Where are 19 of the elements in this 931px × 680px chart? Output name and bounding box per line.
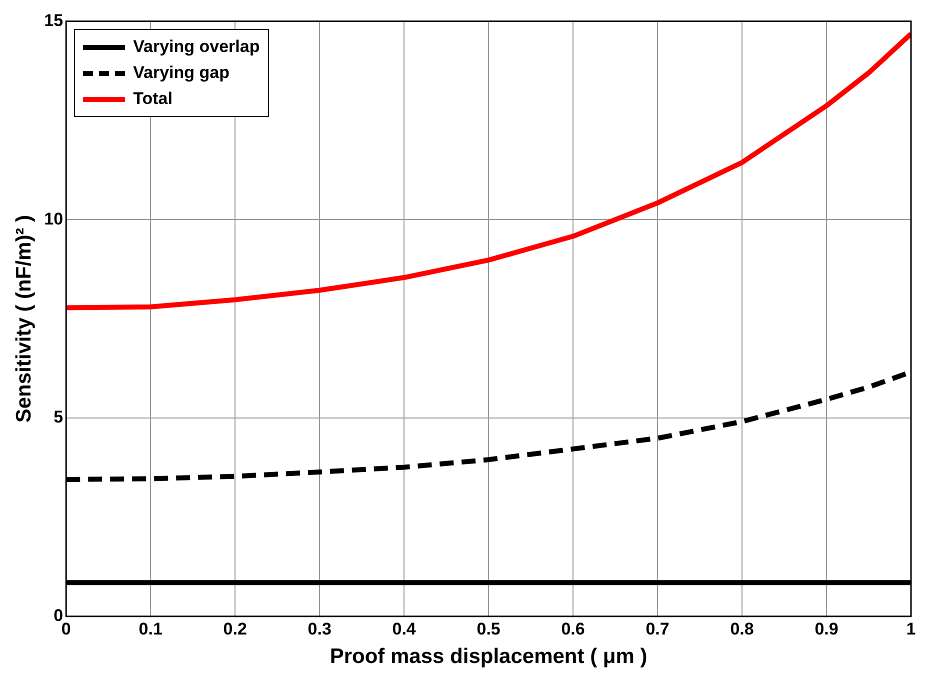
x-tick-label: 0.2 (223, 619, 247, 638)
x-tick-label: 0.5 (476, 619, 500, 638)
x-tick-label: 1 (906, 619, 916, 638)
x-tick-label: 0.8 (730, 619, 754, 638)
x-tick-label: 0.3 (308, 619, 332, 638)
x-tick-label: 0.6 (561, 619, 585, 638)
legend-label: Varying gap (133, 62, 230, 84)
y-tick-label: 0 (54, 606, 64, 626)
x-axis-title: Proof mass displacement ( μm ) (330, 645, 648, 668)
x-tick-label: 0.9 (814, 619, 838, 638)
x-tick-label: 0.4 (392, 619, 416, 638)
legend-label: Total (133, 88, 172, 110)
x-tick-label: 0.1 (138, 619, 162, 638)
x-tick-label: 0.7 (646, 619, 670, 638)
y-tick-label: 5 (54, 408, 64, 427)
y-tick-label: 10 (44, 209, 64, 228)
y-tick-label: 15 (44, 10, 64, 30)
legend-label: Varying overlap (133, 36, 260, 58)
y-axis-title: Sensitivity ( (nF/m)² ) (12, 214, 36, 423)
